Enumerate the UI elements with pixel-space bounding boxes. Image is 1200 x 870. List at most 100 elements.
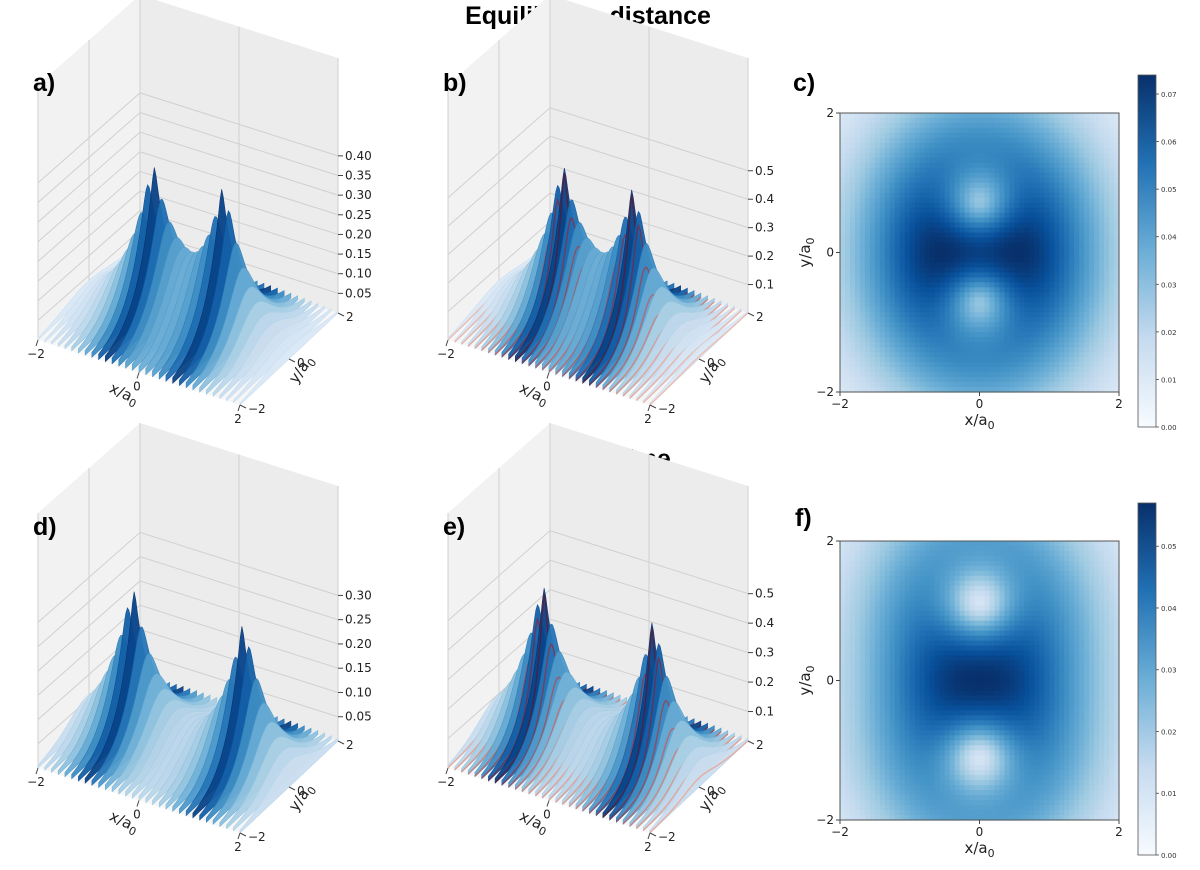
heatmap-cell [919,237,926,244]
heatmap-cell [989,252,996,259]
heatmap-cell [1089,207,1095,214]
heatmap-cell [1049,332,1055,338]
heatmap-cell [879,187,886,194]
heatmap-cell [964,337,971,343]
heatmap-cell [934,272,941,279]
heatmap-cell [864,232,871,239]
heatmap-cell [1054,362,1060,368]
heatmap-cell [889,312,896,318]
heatmap-cell [1054,650,1060,657]
heatmap-cell [1074,337,1080,343]
heatmap-cell [984,287,991,293]
heatmap-cell [1109,227,1115,234]
heatmap-cell [1059,357,1065,363]
y-tick-mark [337,740,345,745]
heatmap-cell [1014,172,1020,179]
heatmap-cell [1039,655,1045,662]
heatmap-cell [1099,382,1105,388]
heatmap-cell [879,212,886,219]
heatmap-cell [934,132,941,139]
heatmap-cell [869,555,876,562]
heatmap-cell [1024,292,1030,298]
heatmap-cell [909,655,916,662]
heatmap-cell [1014,197,1020,204]
heatmap-cell [1029,580,1035,587]
heatmap-cell [884,307,891,313]
heatmap-cell [1004,157,1010,164]
heatmap-cell [1024,620,1030,627]
heatmap-cell [844,545,851,552]
heatmap-cell [964,660,971,667]
heatmap-cell [1059,302,1065,308]
heatmap-cell [1014,665,1020,672]
heatmap-cell [959,610,966,617]
heatmap-cell [874,357,881,363]
heatmap-cell [884,302,891,308]
heatmap-cell [854,650,861,657]
heatmap-cell [1104,147,1110,154]
heatmap-cell [874,217,881,224]
heatmap-cell [840,182,846,189]
heatmap-cell [939,307,946,313]
heatmap-cell [1104,307,1110,313]
heatmap-cell [914,312,921,318]
heatmap-cell [864,113,871,119]
heatmap-cell [1039,645,1045,652]
heatmap-cell [894,600,901,607]
heatmap-cell [879,237,886,244]
heatmap-cell [1009,327,1015,333]
heatmap-cell [884,600,891,607]
heatmap-cell [1044,257,1050,264]
heatmap-cell [1094,560,1100,567]
heatmap-cell [994,347,1001,353]
heatmap-cell [969,595,976,602]
heatmap-cell [1079,192,1085,199]
heatmap-cell [1014,550,1020,557]
y-tick-mark [239,404,247,409]
heatmap-cell [979,655,986,662]
heatmap-cell [1089,570,1095,577]
heatmap-cell [944,377,951,383]
heatmap-cell [874,352,881,358]
heatmap-cell [1059,192,1065,199]
heatmap-cell [914,187,921,194]
heatmap-cell [1004,630,1010,637]
heatmap-cell [1019,192,1025,199]
heatmap-cell [869,297,876,303]
heatmap-cell [1059,605,1065,612]
heatmap-cell [1044,332,1050,338]
heatmap-cell [889,377,896,383]
heatmap-cell [984,590,991,597]
heatmap-cell [899,640,906,647]
heatmap-cell [1109,262,1115,269]
heatmap-cell [1094,550,1100,557]
heatmap-cell [939,247,946,254]
heatmap-cell [1084,192,1090,199]
heatmap-cell [840,327,846,333]
heatmap-cell [1064,222,1070,229]
heatmap-cell [899,222,906,229]
heatmap-cell [984,262,991,269]
heatmap-cell [904,157,911,164]
heatmap-cell [1044,212,1050,219]
heatmap-cell [914,182,921,189]
heatmap-cell [1014,635,1020,642]
heatmap-cell [899,660,906,667]
heatmap-cell [949,605,956,612]
heatmap-cell [869,382,876,388]
heatmap-cell [939,545,946,552]
heatmap-cell [1004,242,1010,249]
heatmap-cell [894,367,901,373]
heatmap-cell [1069,147,1075,154]
heatmap-cell [849,232,856,239]
heatmap-cell [1054,382,1060,388]
heatmap-cell [1079,590,1085,597]
heatmap-cell [840,197,846,204]
heatmap-cell [1114,555,1120,562]
heatmap-cell [894,122,901,129]
heatmap-cell [1059,565,1065,572]
heatmap-cell [964,282,971,288]
heatmap-cell [1064,232,1070,239]
heatmap-cell [1114,560,1120,567]
heatmap-cell [1024,117,1030,124]
